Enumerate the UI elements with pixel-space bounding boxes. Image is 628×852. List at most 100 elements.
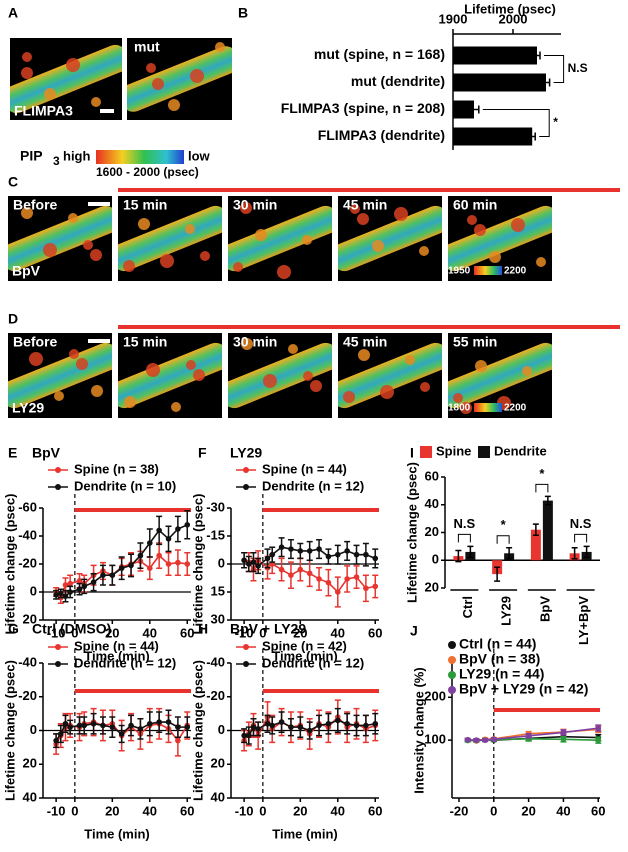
panel-label: I bbox=[410, 445, 414, 461]
spine bbox=[380, 385, 394, 399]
data-point bbox=[372, 720, 379, 727]
data-point bbox=[334, 717, 341, 724]
dendrite-shaft bbox=[127, 46, 232, 112]
data-point bbox=[53, 737, 59, 744]
bar bbox=[453, 73, 546, 92]
dendrite-image bbox=[228, 202, 332, 279]
data-point bbox=[363, 585, 369, 592]
x-tick-label: BpV bbox=[537, 596, 552, 622]
data-point bbox=[245, 732, 252, 739]
spine bbox=[29, 352, 43, 366]
high-label: high bbox=[63, 148, 90, 163]
y-tick-label: 20 bbox=[23, 611, 37, 626]
legend-label: Dendrite (n = 12) bbox=[262, 478, 364, 493]
bracket bbox=[574, 533, 588, 543]
y-tick-label: 20 bbox=[23, 756, 37, 771]
data-point bbox=[137, 726, 144, 732]
dendrite-shaft bbox=[118, 205, 222, 272]
spine bbox=[54, 391, 64, 401]
dendrite-shaft bbox=[338, 342, 442, 409]
data-point bbox=[156, 552, 162, 559]
data-point bbox=[245, 561, 252, 567]
legend-label: Dendrite (n = 10) bbox=[74, 478, 176, 493]
data-point bbox=[118, 565, 125, 571]
data-point bbox=[306, 570, 313, 577]
legend-marker bbox=[243, 644, 249, 650]
error-bar bbox=[455, 549, 462, 563]
frame-label: 60 min bbox=[453, 197, 497, 213]
data-point bbox=[175, 526, 181, 532]
chart-title: BpV + LY29 bbox=[230, 621, 306, 637]
scale-bar bbox=[100, 109, 114, 113]
pip-label: PIP bbox=[20, 148, 43, 164]
data-point bbox=[344, 548, 350, 554]
category-label: FLIMPA3 (dendrite) bbox=[318, 127, 445, 143]
x-axis-title: Time (min) bbox=[272, 826, 338, 841]
spine bbox=[277, 265, 291, 279]
data-point bbox=[175, 737, 181, 744]
y-tick-label: -20 bbox=[206, 688, 225, 703]
x-tick-label: 0 bbox=[71, 625, 78, 640]
data-point bbox=[146, 720, 153, 727]
spine bbox=[288, 344, 298, 354]
data-point bbox=[372, 583, 379, 590]
legend-marker bbox=[243, 467, 249, 473]
data-point bbox=[525, 733, 532, 739]
dendrite-shaft bbox=[118, 342, 222, 409]
data-point bbox=[67, 580, 73, 587]
dendrite-image bbox=[8, 205, 112, 272]
y-tick-label: 0 bbox=[30, 583, 37, 598]
dendrite-image bbox=[118, 342, 222, 412]
data-point bbox=[62, 593, 69, 599]
spine bbox=[171, 402, 181, 412]
spine bbox=[66, 58, 80, 72]
bar bbox=[542, 500, 553, 561]
data-point bbox=[560, 736, 567, 743]
spine bbox=[91, 385, 103, 397]
frame-label: 55 min bbox=[453, 334, 497, 350]
x-axis-title: Time (min) bbox=[272, 648, 338, 663]
frame-label: Before bbox=[13, 197, 58, 213]
data-point bbox=[90, 720, 97, 727]
data-point bbox=[482, 737, 488, 743]
error-bar bbox=[583, 545, 590, 559]
error-bar bbox=[528, 132, 536, 141]
data-point bbox=[473, 737, 480, 743]
data-point bbox=[306, 727, 313, 734]
x-tick-label: 0 bbox=[259, 803, 266, 818]
spine bbox=[124, 396, 136, 408]
y-axis-title: Intensity change (%) bbox=[411, 667, 426, 793]
dendrite-image bbox=[8, 342, 112, 409]
spine bbox=[68, 213, 78, 223]
chart-title: LY29 bbox=[230, 445, 262, 461]
data-point bbox=[560, 729, 567, 736]
error-bar bbox=[571, 547, 578, 560]
legend-marker bbox=[55, 484, 61, 490]
spine bbox=[511, 218, 525, 232]
error-bar bbox=[468, 105, 480, 114]
data-point bbox=[595, 737, 602, 743]
data-point bbox=[353, 574, 360, 580]
panel-label: H bbox=[198, 621, 208, 637]
data-point bbox=[146, 540, 153, 546]
chart-title: BpV bbox=[32, 445, 61, 461]
x-tick-label: 0 bbox=[490, 803, 497, 818]
data-point bbox=[288, 546, 294, 552]
spine bbox=[489, 251, 501, 263]
dendrite-image bbox=[118, 205, 222, 272]
y-tick-label: 20 bbox=[211, 756, 225, 771]
data-point bbox=[165, 719, 172, 725]
error-bar bbox=[541, 78, 551, 87]
y-tick-label: -15 bbox=[206, 527, 225, 542]
legend-label: Spine bbox=[436, 443, 471, 458]
spine bbox=[302, 235, 312, 245]
legend-label: BpV + LY29 (n = 42) bbox=[459, 681, 588, 697]
data-point bbox=[165, 536, 172, 542]
spine bbox=[474, 224, 486, 236]
spine bbox=[123, 260, 135, 272]
data-point bbox=[363, 722, 369, 729]
y-axis-title: Lifetime change (psec) bbox=[190, 494, 205, 635]
spine bbox=[21, 67, 33, 79]
range-label: 1600 - 2000 (psec) bbox=[96, 165, 199, 179]
frame-label: Before bbox=[13, 334, 58, 350]
